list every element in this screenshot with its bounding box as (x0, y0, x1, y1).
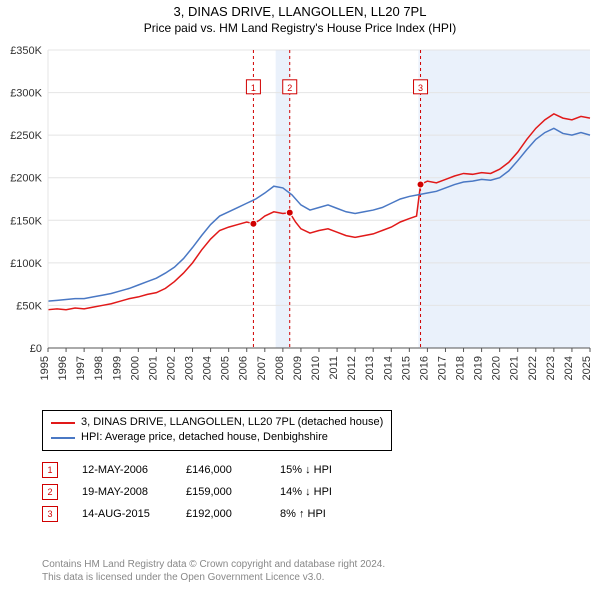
svg-text:2025: 2025 (581, 356, 593, 380)
svg-text:2021: 2021 (509, 356, 521, 380)
svg-text:£150K: £150K (10, 215, 42, 227)
svg-text:2007: 2007 (256, 356, 268, 380)
svg-text:£350K: £350K (10, 45, 42, 57)
legend-swatch (51, 422, 75, 424)
svg-text:2023: 2023 (545, 356, 557, 380)
svg-text:£200K: £200K (10, 173, 42, 185)
legend-row: 3, DINAS DRIVE, LLANGOLLEN, LL20 7PL (de… (51, 415, 383, 430)
attribution-line: This data is licensed under the Open Gov… (42, 571, 385, 584)
event-marker: 2 (42, 484, 58, 500)
event-row: 1 12-MAY-2006 £146,000 15% ↓ HPI (42, 462, 360, 478)
svg-text:2006: 2006 (238, 356, 250, 380)
svg-text:1996: 1996 (57, 356, 69, 380)
event-delta: 15% ↓ HPI (280, 464, 360, 476)
svg-text:2018: 2018 (455, 356, 467, 380)
svg-text:2005: 2005 (220, 356, 232, 380)
svg-text:£300K: £300K (10, 88, 42, 100)
chart-title: 3, DINAS DRIVE, LLANGOLLEN, LL20 7PL (0, 0, 600, 21)
legend-row: HPI: Average price, detached house, Denb… (51, 430, 383, 445)
svg-text:1995: 1995 (39, 356, 51, 380)
svg-text:2: 2 (287, 83, 292, 93)
event-row: 3 14-AUG-2015 £192,000 8% ↑ HPI (42, 506, 360, 522)
legend-swatch (51, 437, 75, 439)
attribution: Contains HM Land Registry data © Crown c… (42, 558, 385, 584)
svg-text:£0: £0 (30, 343, 42, 355)
event-price: £159,000 (186, 486, 256, 498)
price-chart: £0 £50K £100K £150K £200K £250K £300K £350K 1995… (0, 44, 600, 404)
svg-text:2009: 2009 (292, 356, 304, 380)
svg-text:£50K: £50K (16, 300, 42, 312)
svg-text:2019: 2019 (473, 356, 485, 380)
legend-label: 3, DINAS DRIVE, LLANGOLLEN, LL20 7PL (de… (81, 415, 383, 430)
event-delta: 8% ↑ HPI (280, 508, 360, 520)
svg-text:2008: 2008 (274, 356, 286, 380)
event-row: 2 19-MAY-2008 £159,000 14% ↓ HPI (42, 484, 360, 500)
svg-text:2022: 2022 (527, 356, 539, 380)
svg-text:2012: 2012 (346, 356, 358, 380)
event-delta: 14% ↓ HPI (280, 486, 360, 498)
svg-text:1998: 1998 (93, 356, 105, 380)
svg-text:1997: 1997 (75, 356, 87, 380)
svg-text:1999: 1999 (111, 356, 123, 380)
svg-text:£100K: £100K (10, 258, 42, 270)
chart-subtitle: Price paid vs. HM Land Registry's House … (0, 21, 600, 41)
svg-text:2010: 2010 (310, 356, 322, 380)
attribution-line: Contains HM Land Registry data © Crown c… (42, 558, 385, 571)
svg-text:2001: 2001 (147, 356, 159, 380)
event-table: 1 12-MAY-2006 £146,000 15% ↓ HPI 2 19-MAY-200… (42, 456, 360, 528)
legend: 3, DINAS DRIVE, LLANGOLLEN, LL20 7PL (de… (42, 410, 392, 451)
svg-text:3: 3 (418, 83, 423, 93)
event-marker: 1 (42, 462, 58, 478)
svg-text:2004: 2004 (202, 356, 214, 380)
svg-text:2000: 2000 (129, 356, 141, 380)
svg-text:2013: 2013 (364, 356, 376, 380)
legend-label: HPI: Average price, detached house, Denb… (81, 430, 328, 445)
svg-text:2003: 2003 (184, 356, 196, 380)
svg-text:2002: 2002 (165, 356, 177, 380)
svg-text:2011: 2011 (328, 356, 340, 380)
svg-text:2020: 2020 (491, 356, 503, 380)
svg-text:2017: 2017 (436, 356, 448, 380)
svg-text:£250K: £250K (10, 130, 42, 142)
svg-text:2016: 2016 (418, 356, 430, 380)
event-date: 14-AUG-2015 (82, 508, 162, 520)
svg-text:2024: 2024 (563, 356, 575, 380)
svg-text:2015: 2015 (400, 356, 412, 380)
event-price: £192,000 (186, 508, 256, 520)
event-date: 19-MAY-2008 (82, 486, 162, 498)
event-date: 12-MAY-2006 (82, 464, 162, 476)
event-marker: 3 (42, 506, 58, 522)
event-price: £146,000 (186, 464, 256, 476)
svg-text:2014: 2014 (382, 356, 394, 380)
svg-text:1: 1 (251, 83, 256, 93)
